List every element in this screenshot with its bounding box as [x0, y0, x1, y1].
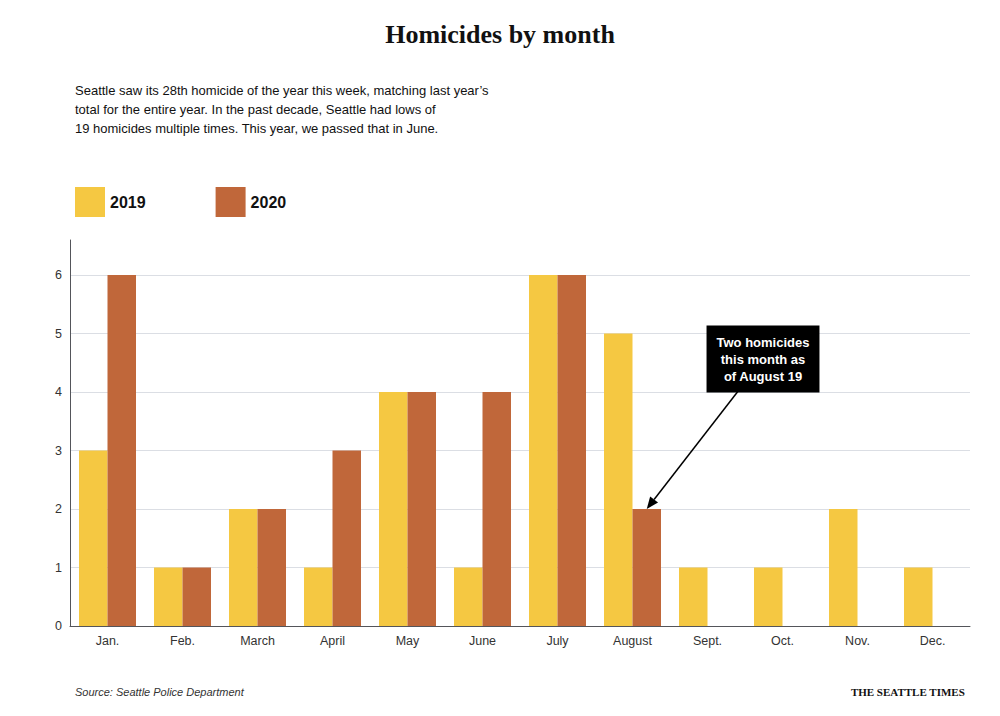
- svg-text:Two homicides: Two homicides: [717, 335, 810, 350]
- svg-text:June: June: [469, 634, 496, 648]
- svg-text:6: 6: [55, 268, 62, 282]
- svg-text:total for the entire year. In: total for the entire year. In the past d…: [75, 102, 436, 117]
- svg-text:Feb.: Feb.: [170, 634, 195, 648]
- svg-text:Seattle saw its 28th homicide: Seattle saw its 28th homicide of the yea…: [75, 83, 489, 98]
- svg-text:4: 4: [55, 385, 62, 399]
- svg-text:THE SEATTLE TIMES: THE SEATTLE TIMES: [851, 686, 965, 698]
- svg-text:May: May: [396, 634, 420, 648]
- svg-text:August: August: [613, 634, 652, 648]
- svg-text:Source: Seattle Police Departm: Source: Seattle Police Department: [75, 686, 245, 698]
- svg-text:2019: 2019: [110, 194, 146, 211]
- svg-text:Dec.: Dec.: [920, 634, 946, 648]
- svg-text:July: July: [546, 634, 569, 648]
- svg-text:Sept.: Sept.: [693, 634, 722, 648]
- svg-text:Nov.: Nov.: [845, 634, 870, 648]
- svg-text:Jan.: Jan.: [96, 634, 120, 648]
- svg-text:Oct.: Oct.: [771, 634, 794, 648]
- svg-text:Homicides by month: Homicides by month: [385, 20, 615, 49]
- svg-text:19 homicides multiple times. T: 19 homicides multiple times. This year, …: [75, 121, 438, 136]
- svg-text:2: 2: [55, 502, 62, 516]
- svg-text:2020: 2020: [251, 194, 287, 211]
- svg-text:0: 0: [55, 619, 62, 633]
- svg-text:5: 5: [55, 327, 62, 341]
- svg-text:this month as: this month as: [721, 352, 806, 367]
- svg-text:3: 3: [55, 444, 62, 458]
- svg-text:March: March: [240, 634, 275, 648]
- svg-text:April: April: [320, 634, 345, 648]
- svg-text:1: 1: [55, 561, 62, 575]
- svg-text:of August 19: of August 19: [724, 369, 802, 384]
